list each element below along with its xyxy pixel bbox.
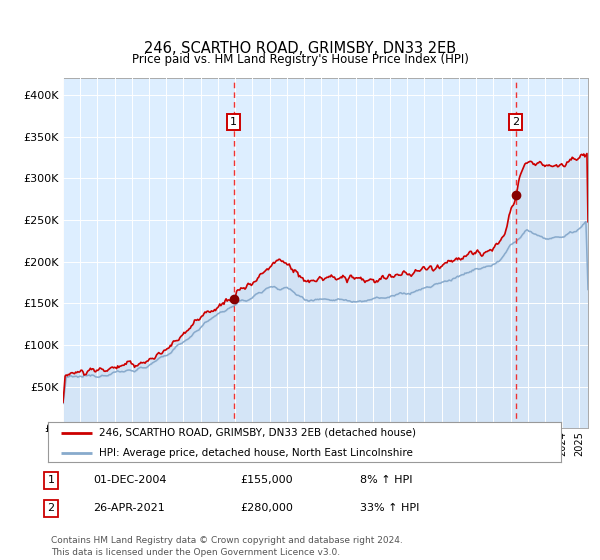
Text: 33% ↑ HPI: 33% ↑ HPI xyxy=(360,503,419,514)
Text: £155,000: £155,000 xyxy=(240,475,293,486)
Text: 26-APR-2021: 26-APR-2021 xyxy=(93,503,165,514)
Text: 2: 2 xyxy=(47,503,55,514)
Text: 1: 1 xyxy=(230,116,237,127)
Text: 246, SCARTHO ROAD, GRIMSBY, DN33 2EB (detached house): 246, SCARTHO ROAD, GRIMSBY, DN33 2EB (de… xyxy=(100,428,416,438)
Text: 01-DEC-2004: 01-DEC-2004 xyxy=(93,475,167,486)
Text: 1: 1 xyxy=(47,475,55,486)
Text: £280,000: £280,000 xyxy=(240,503,293,514)
Text: 8% ↑ HPI: 8% ↑ HPI xyxy=(360,475,413,486)
Text: HPI: Average price, detached house, North East Lincolnshire: HPI: Average price, detached house, Nort… xyxy=(100,448,413,458)
Text: 246, SCARTHO ROAD, GRIMSBY, DN33 2EB: 246, SCARTHO ROAD, GRIMSBY, DN33 2EB xyxy=(144,41,456,56)
Text: 2: 2 xyxy=(512,116,519,127)
Text: Price paid vs. HM Land Registry's House Price Index (HPI): Price paid vs. HM Land Registry's House … xyxy=(131,53,469,66)
Text: Contains HM Land Registry data © Crown copyright and database right 2024.
This d: Contains HM Land Registry data © Crown c… xyxy=(51,536,403,557)
